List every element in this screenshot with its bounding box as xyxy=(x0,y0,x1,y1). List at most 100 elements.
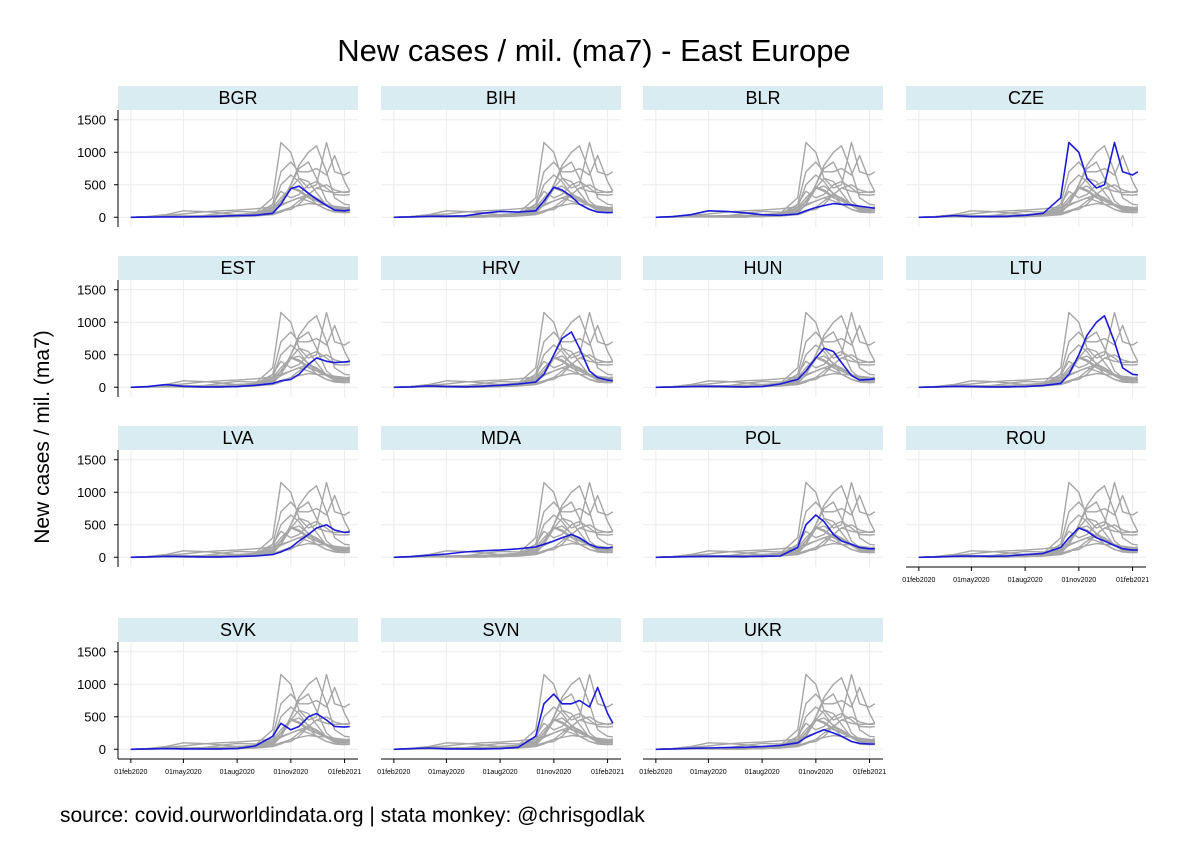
panel-strip xyxy=(118,618,358,642)
y-tick-label: 500 xyxy=(84,709,106,724)
x-tick-label: 01feb2021 xyxy=(1116,577,1149,584)
context-series-bih xyxy=(393,526,613,558)
y-tick-label: 1500 xyxy=(77,112,106,127)
x-tick-label: 01feb2021 xyxy=(853,769,886,776)
highlight-series-cze xyxy=(918,141,1139,219)
context-series-svn xyxy=(918,154,1139,218)
highlight-series-mda xyxy=(393,533,613,559)
highlight-series-bih xyxy=(393,186,613,219)
context-series-ukr xyxy=(393,537,613,558)
panel-hun: HUN xyxy=(643,256,883,397)
panel-svn: SVN 01feb2020 01may2020 01aug2020 01nov2020 0… xyxy=(377,618,624,776)
highlight-series-ltu xyxy=(918,314,1138,389)
panel-strip-label: CZE xyxy=(1008,88,1044,108)
panel-strip-label: SVK xyxy=(220,620,256,640)
panel-strip xyxy=(118,86,358,110)
x-tick-label: 01may2020 xyxy=(428,769,465,776)
y-tick-label: 0 xyxy=(99,742,106,757)
y-tick-label: 500 xyxy=(84,177,106,192)
panel-cze: CZE xyxy=(906,86,1146,227)
panel-bgr: BGR 0 500 1000 1500 xyxy=(77,86,358,227)
panel-pol: POL xyxy=(643,426,883,567)
panel-mda: MDA xyxy=(381,426,621,567)
context-series-svn xyxy=(393,324,614,388)
context-series-svn xyxy=(655,494,876,558)
context-series-hrv xyxy=(130,161,350,218)
context-series-bih xyxy=(918,356,1138,388)
y-tick-label: 1500 xyxy=(77,452,106,467)
panel-bih: BIH xyxy=(381,86,621,227)
context-series-hrv xyxy=(393,693,613,750)
context-series-svn xyxy=(393,494,614,558)
context-series-hrv xyxy=(130,331,350,388)
highlight-series-est xyxy=(130,357,350,389)
context-series-svn xyxy=(655,686,876,750)
panel-strip-label: MDA xyxy=(481,428,521,448)
x-tick-label: 01aug2020 xyxy=(1008,577,1043,584)
y-tick-label: 500 xyxy=(84,347,106,362)
context-series-hrv xyxy=(655,693,875,750)
context-series-bih xyxy=(130,526,350,558)
panel-strip xyxy=(118,256,358,280)
context-series-svn xyxy=(393,154,614,218)
y-tick-label: 1000 xyxy=(77,145,106,160)
highlight-series-hun xyxy=(655,347,875,389)
panel-strip-label: EST xyxy=(220,258,255,278)
x-tick-label: 01aug2020 xyxy=(745,769,780,776)
x-tick-label: 01nov2020 xyxy=(537,769,572,776)
panel-strip-label: HRV xyxy=(482,258,520,278)
context-series-bih xyxy=(918,526,1138,558)
context-series-hrv xyxy=(655,501,875,558)
panel-strip-label: SVN xyxy=(482,620,519,640)
panel-strip xyxy=(381,86,621,110)
context-series-svn xyxy=(130,686,351,750)
context-series-svn xyxy=(130,324,351,388)
x-tick-label: 01feb2021 xyxy=(328,769,361,776)
x-tick-label: 01may2020 xyxy=(165,769,202,776)
context-series-svn xyxy=(130,494,351,558)
panel-strip-label: ROU xyxy=(1006,428,1046,448)
highlight-series-blr xyxy=(655,202,875,219)
context-series-hrv xyxy=(393,501,613,558)
panel-strip-label: POL xyxy=(745,428,781,448)
context-series-bih xyxy=(655,186,875,218)
panel-strip-label: BGR xyxy=(218,88,257,108)
x-tick-label: 01aug2020 xyxy=(220,769,255,776)
panel-rou: ROU 01feb2020 01may2020 01aug2020 01nov2020 0… xyxy=(902,426,1149,584)
context-series-hrv xyxy=(918,161,1138,218)
context-series-bih xyxy=(655,526,875,558)
highlight-series-lva xyxy=(130,523,350,559)
highlight-series-svk xyxy=(130,712,350,751)
panel-strip-label: BIH xyxy=(486,88,516,108)
panel-strip xyxy=(906,256,1146,280)
highlight-series-ukr xyxy=(655,728,875,751)
y-tick-label: 500 xyxy=(84,517,106,532)
panel-strip-label: HUN xyxy=(744,258,783,278)
y-tick-label: 0 xyxy=(99,210,106,225)
x-tick-label: 01nov2020 xyxy=(1062,577,1097,584)
panel-strip xyxy=(906,86,1146,110)
x-tick-label: 01feb2020 xyxy=(902,577,935,584)
panel-strip xyxy=(381,618,621,642)
panel-est: EST 0 500 1000 1500 xyxy=(77,256,358,397)
panel-strip-label: BLR xyxy=(745,88,780,108)
context-series-bih xyxy=(655,718,875,750)
highlight-series-hrv xyxy=(393,331,613,389)
x-tick-label: 01feb2021 xyxy=(591,769,624,776)
x-tick-label: 01may2020 xyxy=(690,769,727,776)
y-tick-label: 0 xyxy=(99,550,106,565)
panel-strip-label: LTU xyxy=(1010,258,1043,278)
context-series-bih xyxy=(393,356,613,388)
panel-strip xyxy=(906,426,1146,450)
panel-blr: BLR xyxy=(643,86,883,227)
x-tick-label: 01nov2020 xyxy=(799,769,834,776)
x-tick-label: 01nov2020 xyxy=(274,769,309,776)
source-note: source: covid.ourworldindata.org | stata… xyxy=(60,804,645,827)
chart-title: New cases / mil. (ma7) - East Europe xyxy=(337,33,851,68)
panel-strip-label: UKR xyxy=(744,620,782,640)
panel-hrv: HRV xyxy=(381,256,621,397)
highlight-series-pol xyxy=(655,514,875,559)
context-series-hrv xyxy=(655,161,875,218)
panel-strip xyxy=(643,256,883,280)
